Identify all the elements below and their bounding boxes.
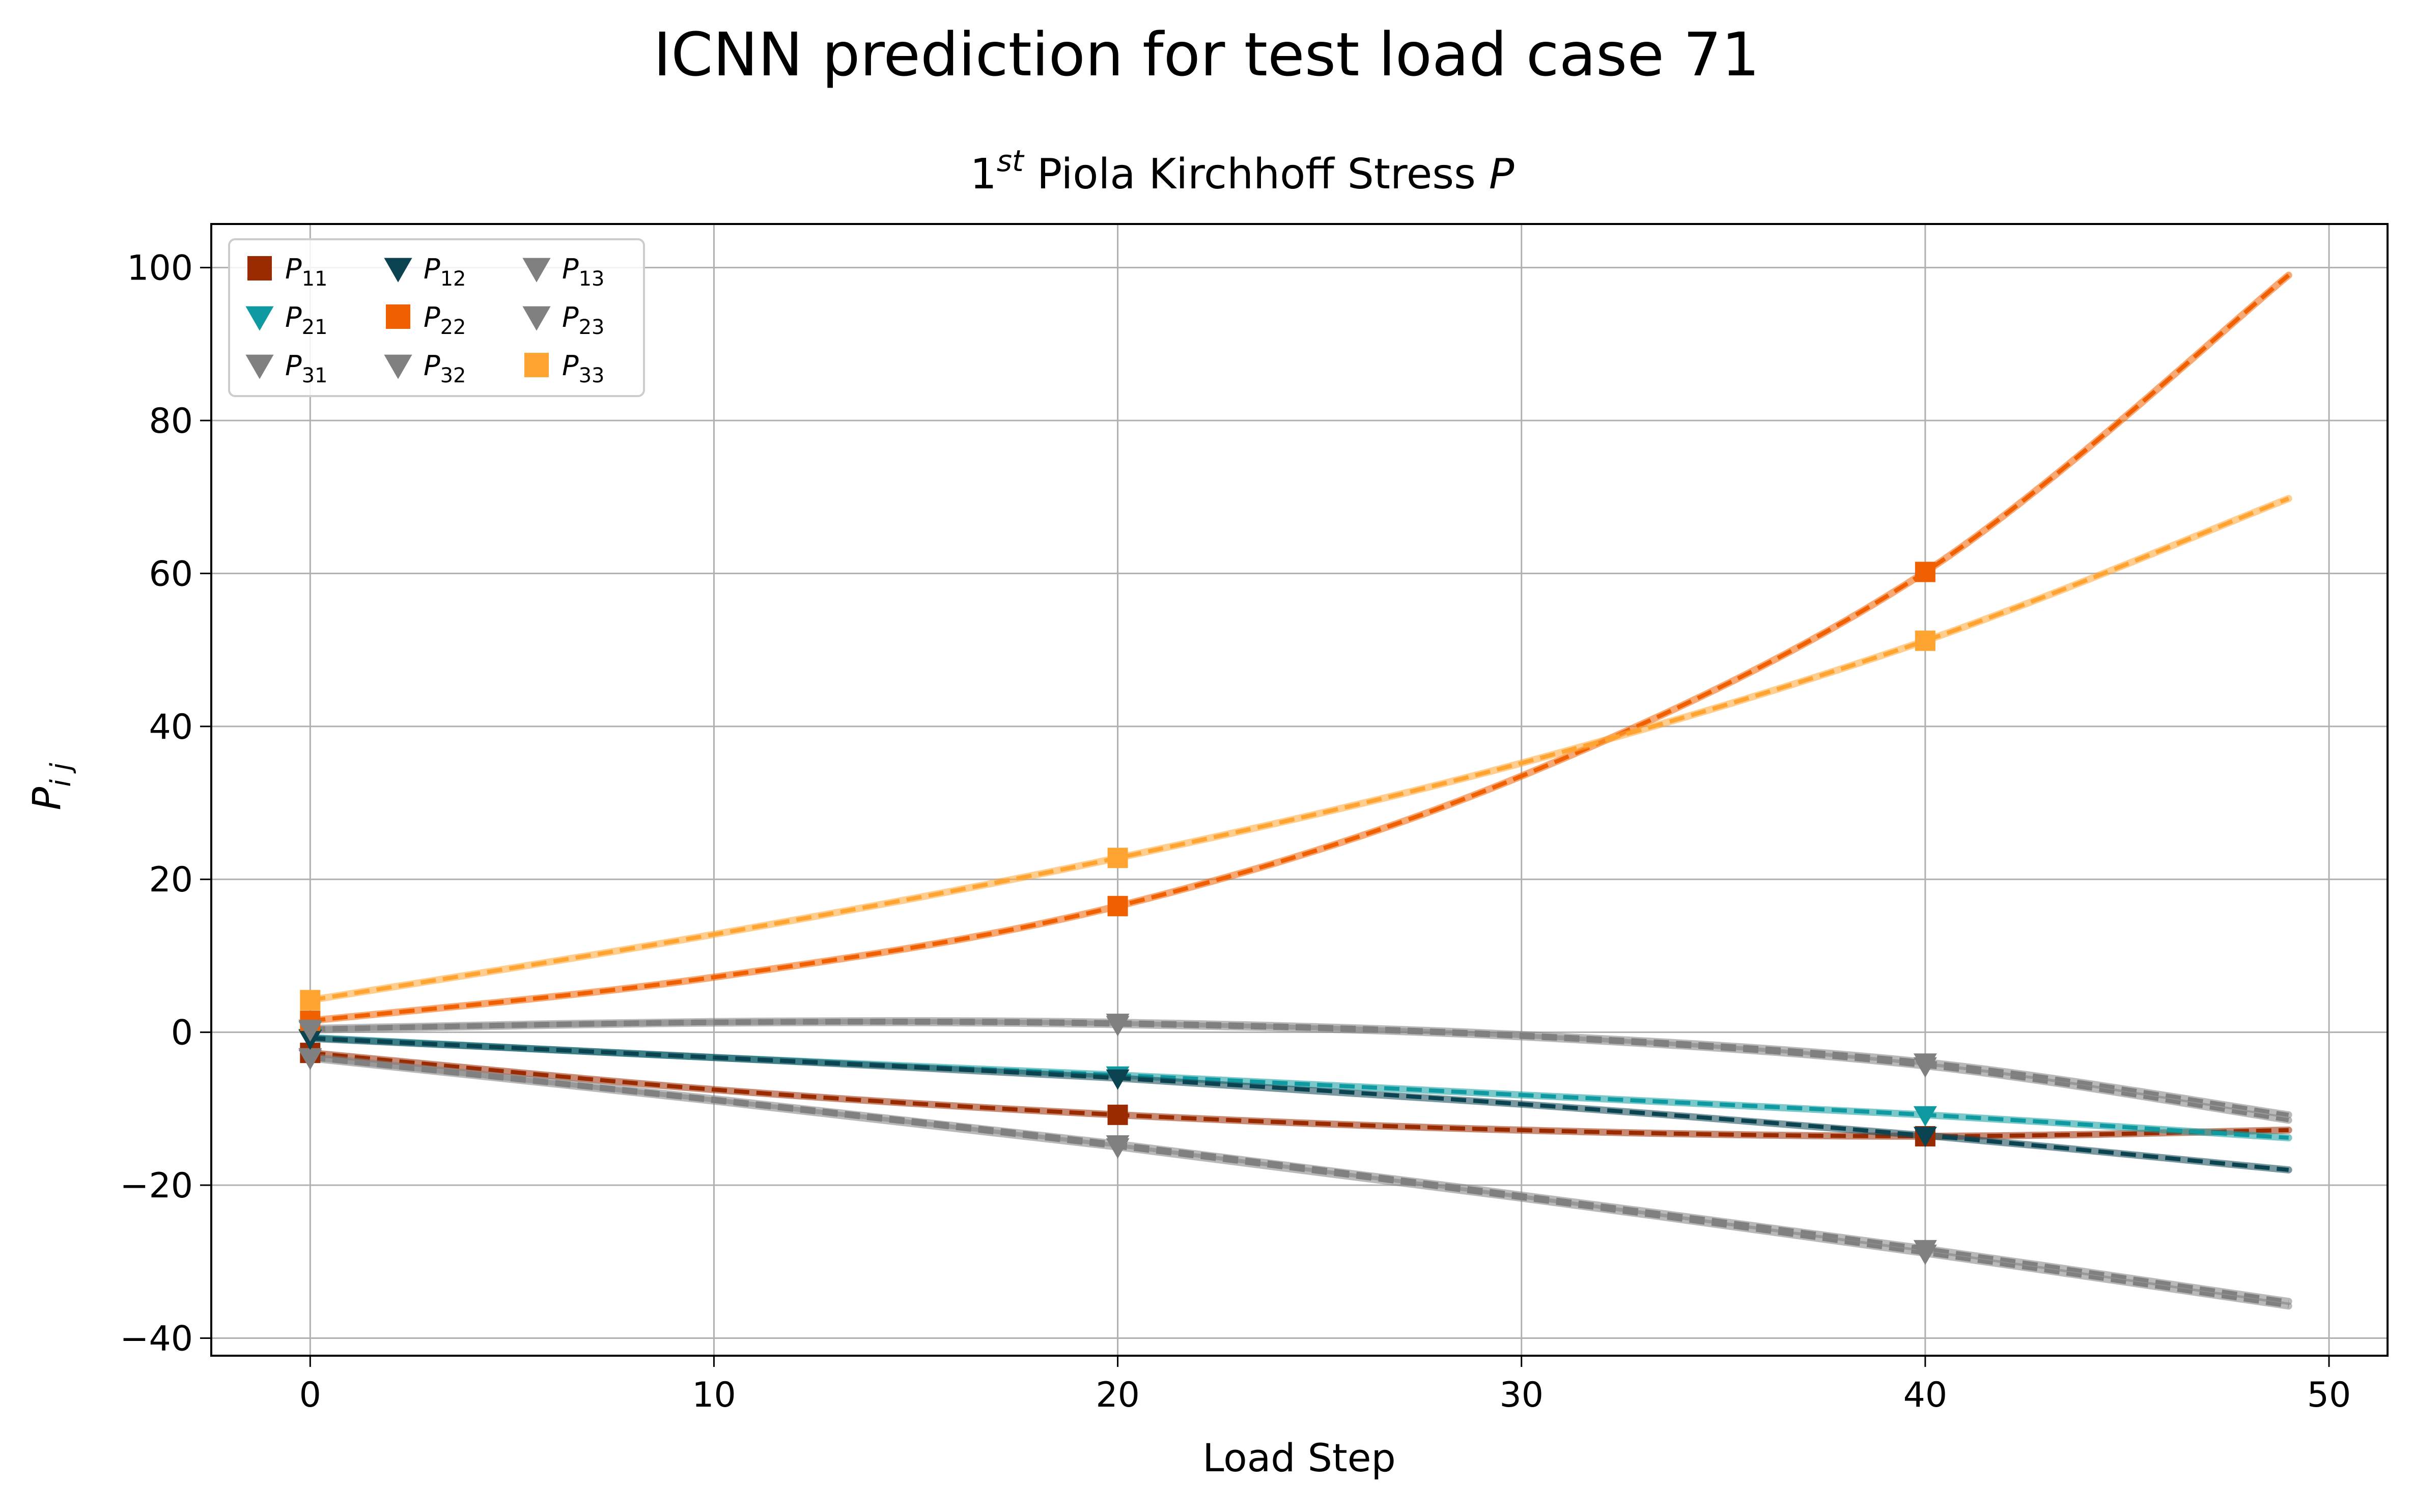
series-line-p22-prediction	[310, 273, 2290, 1023]
data-point-p12	[1106, 1069, 1130, 1090]
legend: P11 P12 P13 P21 P22 P23 P31 P32 P33	[228, 238, 645, 397]
x-tick-label: 30	[1499, 1375, 1544, 1415]
grid-lines	[211, 224, 2388, 1356]
x-tick-label: 0	[299, 1375, 321, 1415]
legend-label-p23: P23	[562, 301, 604, 339]
x-tick-label: 40	[1903, 1375, 1948, 1415]
legend-marker-p12	[384, 258, 412, 283]
marker-layer	[298, 562, 1937, 1265]
legend-marker-p31	[245, 354, 274, 379]
legend-marker-p13	[522, 258, 551, 283]
legend-marker-p11	[247, 256, 272, 281]
y-axis-label: Pi j	[24, 763, 77, 810]
legend-label-p11: P11	[285, 253, 327, 291]
series-layer	[306, 271, 2292, 1310]
plot-frame	[210, 223, 2389, 1357]
data-point-p22	[1107, 895, 1128, 916]
legend-entries: P11 P12 P13 P21 P22 P23 P31 P32 P33	[245, 253, 604, 387]
y-tick-label: 80	[149, 401, 193, 441]
figure-suptitle: ICNN prediction for test load case 71	[653, 19, 1759, 90]
x-ticks: 0 10 20 30 40 50	[299, 1356, 2351, 1415]
data-point-p33	[300, 990, 321, 1011]
legend-label-p31: P31	[285, 350, 327, 387]
series-line-p32-prediction	[310, 1056, 2289, 1308]
data-point-p21	[1913, 1106, 1937, 1127]
data-point-p33	[1107, 848, 1128, 869]
y-tick-label: −20	[120, 1166, 193, 1206]
data-point-p23	[1106, 1016, 1130, 1037]
y-tick-label: 40	[149, 707, 193, 747]
data-point-p33	[1915, 630, 1935, 651]
legend-marker-p21	[245, 306, 274, 331]
data-point-p23	[298, 1021, 322, 1042]
y-tick-label: 0	[171, 1013, 193, 1053]
legend-label-p22: P22	[424, 301, 466, 339]
y-ticks: −40 −20 0 20 40 60 80 100	[120, 248, 211, 1359]
legend-label-p33: P33	[562, 350, 604, 387]
data-point-p11	[1107, 1104, 1128, 1125]
x-tick-label: 50	[2307, 1375, 2351, 1415]
legend-label-p12: P12	[424, 253, 466, 291]
y-tick-label: −40	[120, 1319, 193, 1359]
legend-marker-p33	[524, 353, 549, 377]
x-tick-label: 20	[1096, 1375, 1140, 1415]
data-point-p32	[1913, 1244, 1937, 1265]
x-axis-label: Load Step	[1202, 1435, 1396, 1480]
legend-label-p13: P13	[562, 253, 604, 291]
data-point-p12	[1913, 1127, 1937, 1147]
chart-title: 1st Piola Kirchhoff Stress P	[970, 144, 1514, 199]
series-line-p33-prediction	[310, 496, 2290, 1002]
legend-marker-p22	[386, 304, 410, 329]
y-tick-label: 20	[149, 860, 193, 900]
data-point-p23	[1913, 1057, 1937, 1078]
data-point-p22	[1915, 562, 1935, 582]
data-point-p32	[298, 1049, 322, 1070]
x-tick-label: 10	[692, 1375, 736, 1415]
legend-marker-p23	[522, 306, 551, 331]
series-line-p23-prediction	[310, 1020, 2289, 1123]
data-point-p32	[1106, 1138, 1130, 1159]
y-tick-label: 60	[149, 554, 193, 594]
series-line-p12-prediction	[310, 1036, 2289, 1172]
legend-label-p32: P32	[424, 350, 466, 387]
series-line-p11-prediction	[310, 1051, 2289, 1138]
legend-marker-p32	[384, 354, 412, 379]
legend-label-p21: P21	[285, 301, 327, 339]
y-tick-label: 100	[127, 248, 193, 289]
